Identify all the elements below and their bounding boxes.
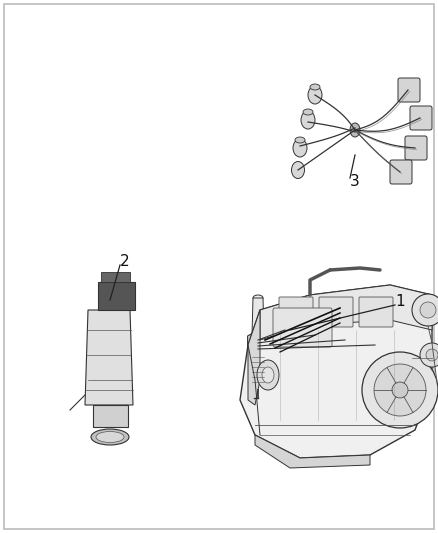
Ellipse shape (301, 111, 315, 129)
Ellipse shape (303, 109, 313, 115)
Text: 2: 2 (120, 254, 130, 270)
Circle shape (420, 343, 438, 367)
FancyBboxPatch shape (279, 297, 313, 327)
Polygon shape (247, 330, 268, 354)
FancyBboxPatch shape (359, 297, 393, 327)
Text: 3: 3 (350, 174, 360, 190)
Ellipse shape (249, 351, 267, 357)
Polygon shape (255, 435, 370, 468)
Circle shape (392, 382, 408, 398)
Ellipse shape (253, 295, 263, 301)
Ellipse shape (262, 367, 274, 383)
Circle shape (362, 352, 438, 428)
Ellipse shape (293, 139, 307, 157)
FancyBboxPatch shape (410, 106, 432, 130)
Polygon shape (101, 272, 130, 282)
Text: 1: 1 (395, 295, 405, 310)
FancyBboxPatch shape (390, 160, 412, 184)
Circle shape (420, 302, 436, 318)
Polygon shape (85, 310, 133, 405)
Polygon shape (251, 354, 265, 390)
FancyBboxPatch shape (319, 297, 353, 327)
Polygon shape (260, 285, 432, 340)
Ellipse shape (308, 86, 322, 104)
Circle shape (412, 294, 438, 326)
Ellipse shape (96, 432, 124, 442)
Circle shape (374, 364, 426, 416)
Polygon shape (240, 285, 432, 458)
Polygon shape (93, 405, 128, 427)
Ellipse shape (91, 429, 129, 445)
Ellipse shape (295, 137, 305, 143)
Polygon shape (98, 282, 135, 310)
Ellipse shape (350, 123, 360, 137)
FancyBboxPatch shape (405, 136, 427, 160)
Circle shape (426, 349, 438, 361)
Ellipse shape (292, 161, 304, 179)
Polygon shape (252, 298, 264, 335)
Ellipse shape (257, 360, 279, 390)
Polygon shape (248, 310, 260, 405)
Ellipse shape (310, 84, 320, 90)
FancyBboxPatch shape (398, 78, 420, 102)
FancyBboxPatch shape (273, 308, 332, 347)
